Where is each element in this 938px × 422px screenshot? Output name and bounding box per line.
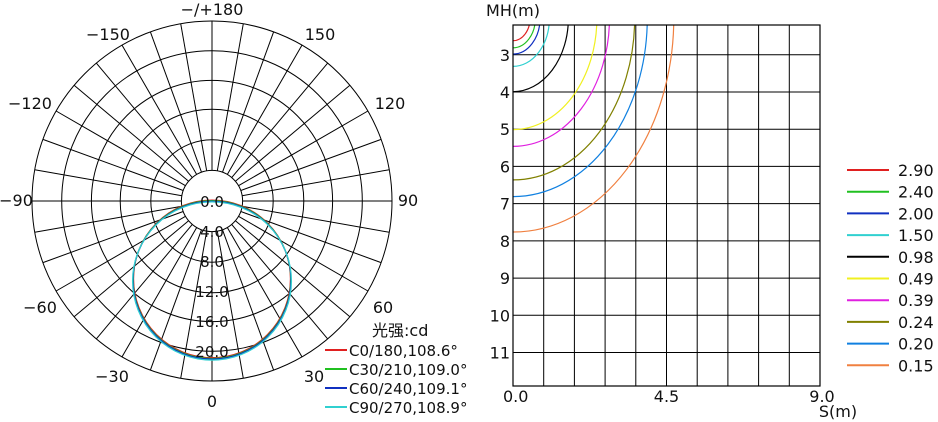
polar-radial-label: 0.0 (200, 193, 224, 211)
isolux-y-tick: 11 (490, 344, 510, 363)
polar-unit-label: 光强:cd (372, 321, 428, 340)
isolux-y-tick: 8 (500, 232, 510, 251)
polar-spoke (149, 31, 202, 173)
isolux-y-tick: 9 (500, 269, 510, 288)
polar-spoke (231, 62, 329, 178)
polar-radial-label: 8.0 (200, 253, 224, 271)
polar-spoke (149, 229, 202, 371)
polar-spoke (231, 224, 329, 340)
polar-angle-label-l30: −30 (95, 367, 129, 386)
legend-label: 0.98 (898, 248, 934, 267)
polar-spoke (121, 227, 198, 358)
polar-spoke (238, 110, 369, 187)
polar-angle-label-l90: −90 (0, 191, 33, 210)
polar-spoke (226, 227, 303, 358)
polar-angle-label-l120: −120 (8, 94, 52, 113)
polar-spoke (226, 44, 303, 175)
legend-label: 2.00 (898, 204, 934, 223)
polar-spoke (242, 205, 390, 233)
isolux-x-tick: 4.5 (654, 387, 679, 406)
polar-angle-label-l150: −150 (86, 25, 130, 44)
polar-spoke (242, 169, 390, 197)
polar-legend-label: C30/210,109.0° (349, 361, 467, 379)
legend-label: 0.15 (898, 356, 934, 375)
legend-label: 0.24 (898, 313, 934, 332)
polar-spoke (235, 220, 351, 318)
polar-radial-label: 12.0 (195, 283, 228, 301)
polar-angle-label-r90: 90 (398, 191, 418, 210)
polar-legend-label: C60/240,109.1° (349, 380, 467, 398)
polar-spoke (238, 215, 369, 292)
isolux-chart: 3 4 5 6 7 8 9 10 11 0.0 4.5 9.0 MH(m) S(m) (486, 1, 857, 421)
polar-spoke (222, 229, 275, 371)
polar-spoke (55, 110, 186, 187)
polar-spoke (216, 23, 244, 171)
polar-legend-label: C90/270,108.9° (349, 399, 467, 417)
legend-label: 2.40 (898, 183, 934, 202)
isolux-x-tick: 0.0 (503, 387, 528, 406)
polar-spoke (34, 169, 182, 197)
polar-angle-label-r120: 120 (375, 94, 406, 113)
polar-spoke (42, 138, 184, 191)
isolux-y-axis-label: MH(m) (486, 1, 540, 20)
polar-spoke (180, 23, 208, 171)
polar-radial-label: 16.0 (195, 313, 228, 331)
polar-spoke (222, 31, 275, 173)
polar-spoke (121, 44, 198, 175)
isolux-y-tick: 7 (500, 195, 510, 214)
polar-spoke (95, 62, 193, 178)
isolux-y-tick: 3 (500, 46, 510, 65)
polar-radial-label: 4.0 (200, 223, 224, 241)
polar-series-curve (131, 201, 293, 361)
polar-spoke (240, 138, 382, 191)
isolux-y-tick: 10 (490, 306, 510, 325)
polar-radial-label: 20.0 (195, 343, 228, 361)
polar-angle-label-r60: 60 (373, 298, 393, 317)
legend-label: 0.39 (898, 291, 934, 310)
isolux-x-axis-label: S(m) (819, 402, 857, 421)
legend-label: 0.20 (898, 335, 934, 354)
isolux-y-tick: 6 (500, 157, 510, 176)
polar-angle-label-top: −/+180 (181, 0, 244, 19)
polar-spoke (95, 224, 193, 340)
polar-angle-label-bottom: 0 (207, 392, 217, 411)
polar-spoke (73, 84, 189, 182)
isolux-x-tick: 9.0 (809, 387, 834, 406)
polar-spoke (73, 220, 189, 318)
polar-angle-label-r150: 150 (305, 25, 336, 44)
polar-intensity-chart: 0.0 4.0 8.0 12.0 16.0 20.0 −/+180 −150 150 −120 12… (0, 0, 467, 417)
polar-spoke (34, 205, 182, 233)
isolux-legend: 2.90 2.40 2.00 1.50 0.98 0.49 0.39 0.24 0.20 0.15 (847, 161, 934, 375)
polar-legend-label: C0/180,108.6° (349, 342, 458, 360)
isolux-y-tick: 5 (500, 120, 510, 139)
polar-angle-label-l60: −60 (23, 298, 57, 317)
legend-label: 2.90 (898, 161, 934, 180)
polar-angle-label-r30: 30 (304, 367, 324, 386)
polar-spoke (55, 215, 186, 292)
polar-spoke (235, 84, 351, 182)
legend-label: 0.49 (898, 270, 934, 289)
isolux-y-tick: 4 (500, 83, 510, 102)
isolux-frame (512, 24, 821, 387)
legend-label: 1.50 (898, 226, 934, 245)
